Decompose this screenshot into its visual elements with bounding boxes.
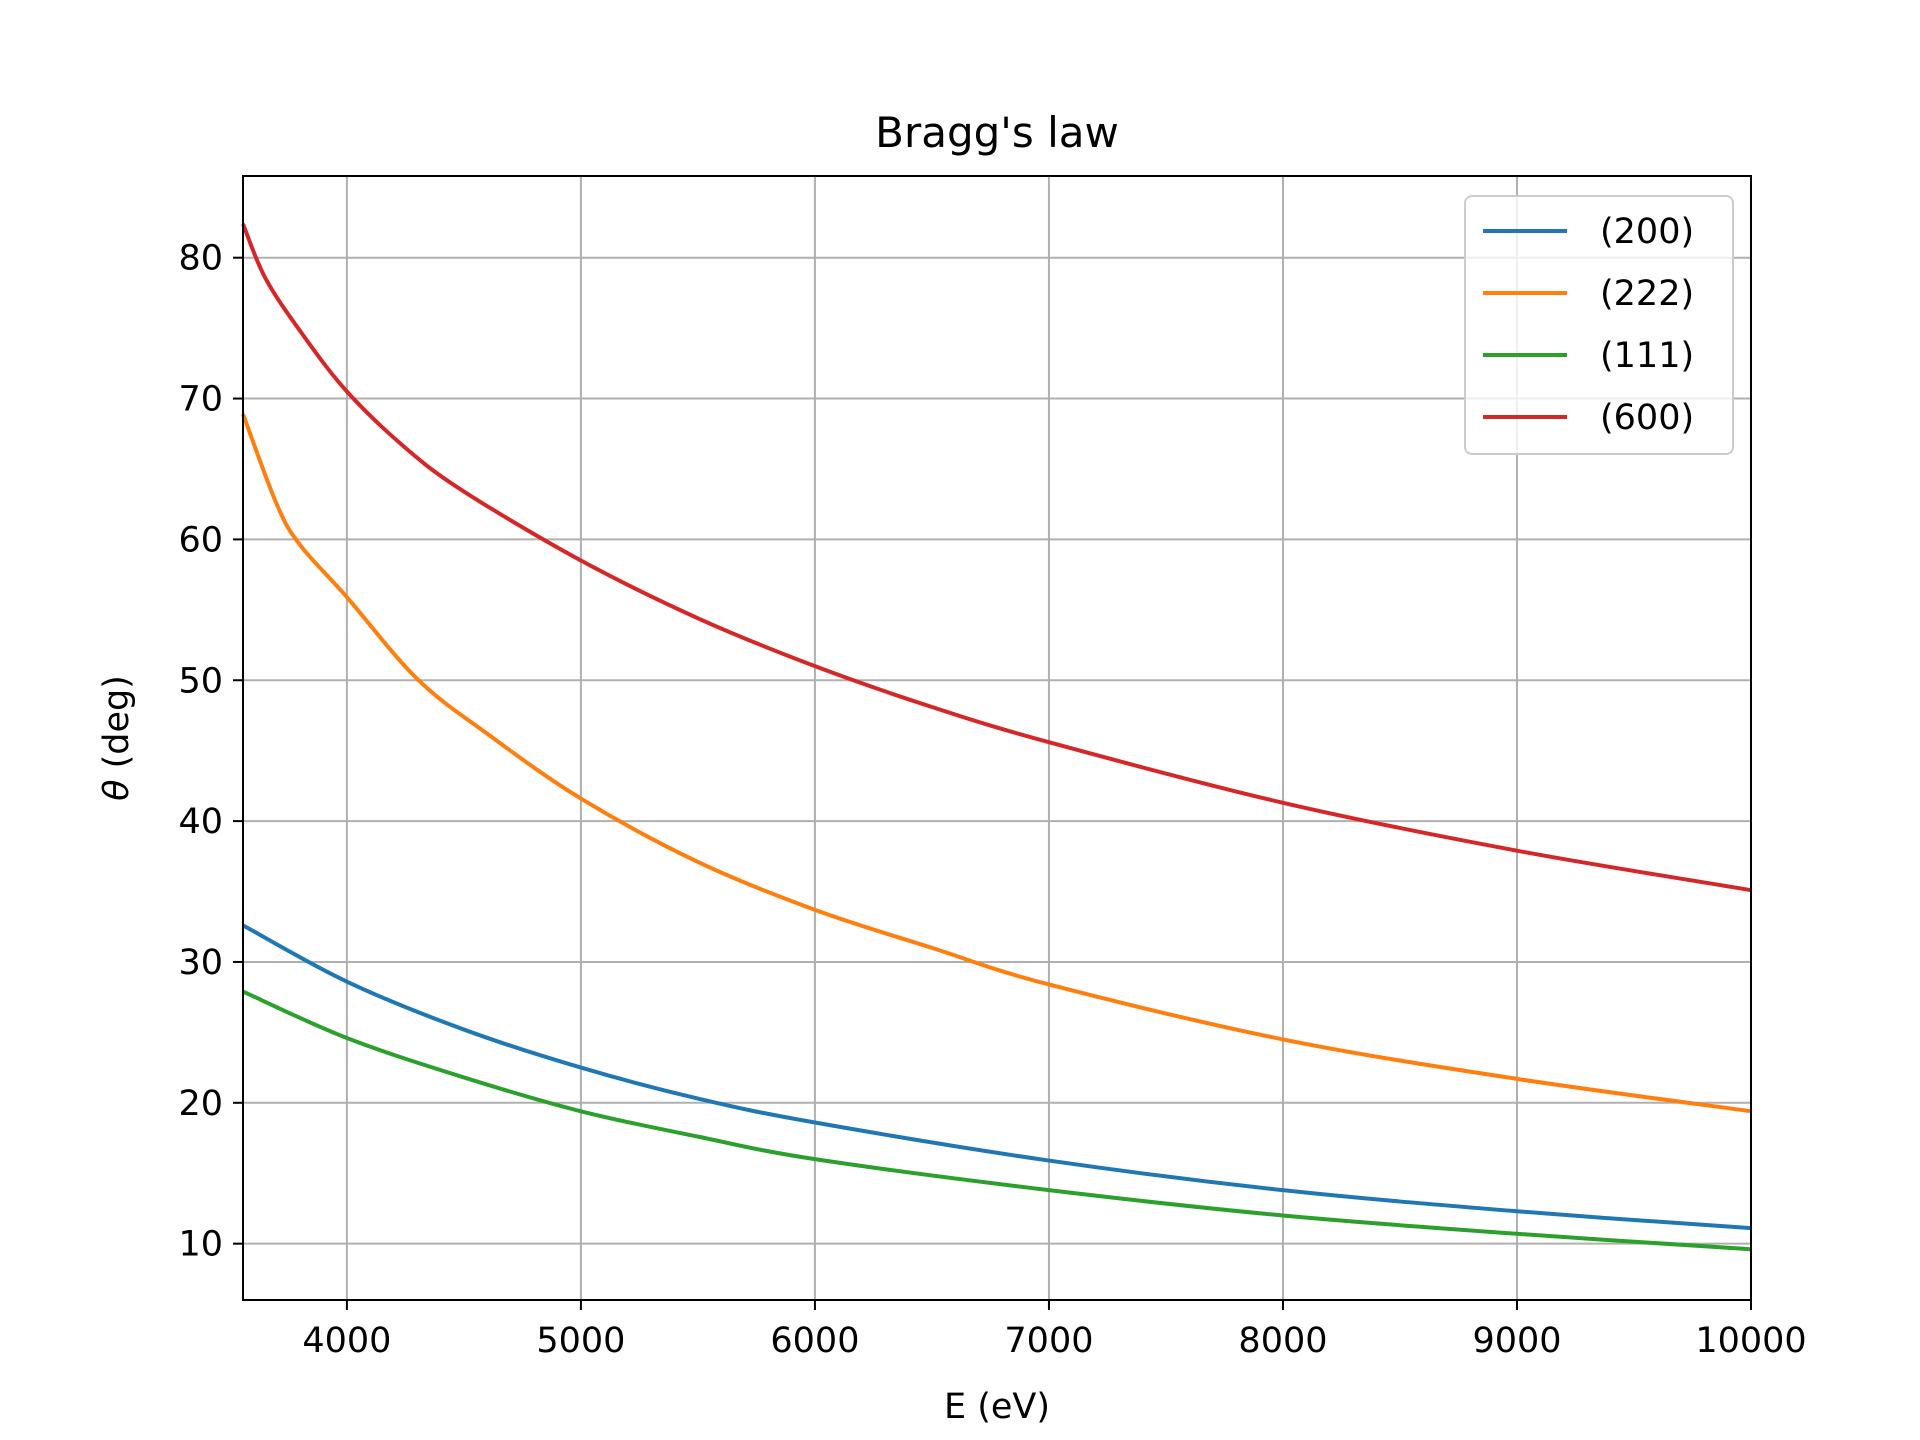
legend-label: (111): [1600, 336, 1694, 376]
y-tick-label: 60: [178, 520, 223, 560]
y-tick-label: 70: [178, 380, 223, 420]
legend-label: (600): [1600, 398, 1694, 438]
x-tick-label: 8000: [1238, 1321, 1327, 1361]
x-tick-label: 5000: [536, 1321, 625, 1361]
grid: [243, 176, 1752, 1300]
y-tick-label: 10: [178, 1225, 223, 1265]
y-axis-symbol: θ: [97, 779, 137, 800]
y-tick-label: 30: [178, 943, 223, 983]
legend: (200) (222) (111) (600): [1464, 195, 1734, 455]
x-tick-label: 7000: [1004, 1321, 1093, 1361]
y-tick-label: 50: [178, 661, 223, 701]
y-tick-label: 80: [178, 239, 223, 279]
series-line-4: [241, 223, 1752, 893]
x-tick-label: 6000: [770, 1321, 859, 1361]
series-line-1: [242, 923, 1752, 1231]
x-tick-label: 9000: [1472, 1321, 1561, 1361]
series-lines: [241, 223, 1752, 1252]
legend-box: [1464, 195, 1734, 455]
y-axis-label: θ (deg): [97, 675, 137, 801]
y-tick-label: 20: [178, 1084, 223, 1124]
x-tick-label: 10000: [1695, 1321, 1806, 1361]
chart-title: Bragg's law: [875, 108, 1119, 157]
series-line-3: [242, 989, 1752, 1252]
legend-label: (222): [1600, 274, 1694, 314]
legend-label: (200): [1600, 212, 1694, 252]
plot-frame: [242, 175, 1752, 1301]
x-axis-label: E (eV): [944, 1387, 1050, 1427]
x-axis-ticks: 4000 5000 6000 7000 8000 9000 10000: [302, 1300, 1807, 1361]
y-tick-label: 40: [178, 802, 223, 842]
y-axis-ticks: 10 20 30 40 50 60 70 80: [178, 239, 243, 1265]
x-tick-label: 4000: [302, 1321, 391, 1361]
series-line-2: [241, 413, 1752, 1114]
y-axis-unit: (deg): [97, 675, 137, 779]
